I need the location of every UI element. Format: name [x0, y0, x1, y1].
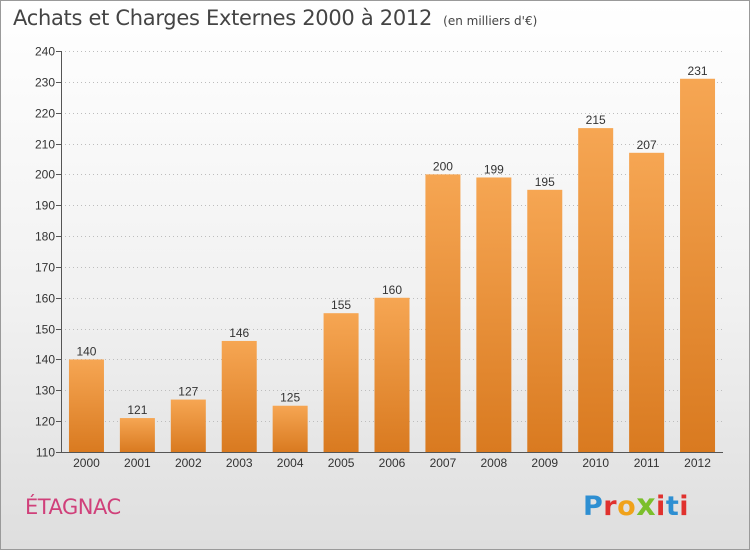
chart-unit: (en milliers d'€) [443, 14, 538, 28]
y-tick-label: 110 [36, 446, 55, 460]
logo-letter: o [617, 491, 637, 522]
data-label: 231 [688, 64, 708, 78]
data-label: 127 [178, 385, 198, 399]
bar-2001 [119, 418, 155, 452]
bar-2003 [221, 340, 257, 452]
commune-name: ÉTAGNAC [25, 495, 121, 519]
data-label: 160 [382, 283, 402, 297]
y-tick-label: 240 [35, 45, 55, 59]
chart-title: Achats et Charges Externes 2000 à 2012 [13, 6, 433, 30]
title-row: Achats et Charges Externes 2000 à 2012 (… [13, 6, 537, 30]
data-label: 195 [535, 175, 555, 189]
bar-2010 [578, 128, 614, 452]
x-tick-label: 2005 [328, 456, 355, 470]
x-tick-label: 2006 [379, 456, 406, 470]
y-tick-label: 130 [35, 384, 55, 398]
y-tick-label: 160 [35, 292, 55, 306]
x-tick-label: 2008 [480, 456, 507, 470]
x-tick-label: 2000 [73, 456, 100, 470]
bar-2011 [629, 152, 665, 453]
x-tick-label: 2001 [124, 456, 151, 470]
y-tick-label: 150 [35, 323, 55, 337]
data-label: 207 [637, 138, 657, 152]
y-tick-label: 180 [35, 230, 55, 244]
data-label: 215 [586, 113, 606, 127]
x-tick-label: 2012 [684, 456, 711, 470]
x-tick-label: 2009 [531, 456, 558, 470]
bar-2006 [374, 297, 410, 452]
y-tick-label: 200 [35, 168, 55, 182]
x-tick-label: 2004 [277, 456, 304, 470]
bar-2000 [68, 359, 104, 452]
logo-letter: i [656, 491, 666, 522]
y-tick-label: 170 [35, 261, 55, 275]
data-label: 140 [76, 344, 96, 358]
y-tick-label: 210 [35, 138, 55, 152]
bar-2009 [527, 189, 563, 453]
logo-letter: r [603, 491, 618, 522]
y-tick-label: 140 [35, 353, 55, 367]
logo-letter: t [665, 491, 680, 522]
x-tick-label: 2011 [634, 456, 660, 470]
data-label: 125 [280, 391, 300, 405]
bar-2007 [425, 174, 461, 452]
bar-2004 [272, 405, 308, 452]
x-tick-label: 2002 [175, 456, 202, 470]
bar-2002 [170, 399, 206, 452]
y-tick-label: 230 [35, 76, 55, 90]
bar-2012 [680, 78, 716, 452]
y-tick-label: 220 [35, 107, 55, 121]
proxiti-logo[interactable]: Proxiti [583, 488, 689, 523]
x-tick-label: 2010 [582, 456, 609, 470]
y-tick-label: 190 [35, 199, 55, 213]
data-label: 199 [484, 162, 504, 176]
data-label: 155 [331, 298, 351, 312]
bar-2008 [476, 177, 512, 452]
data-label: 146 [229, 326, 249, 340]
x-tick-label: 2007 [430, 456, 457, 470]
logo-letter: i [679, 491, 689, 522]
axes [56, 51, 723, 453]
data-label: 200 [433, 159, 453, 173]
data-label: 121 [127, 403, 147, 417]
bars [68, 78, 716, 453]
logo-letter: P [583, 491, 604, 522]
labels: 110 120 130 140 150 160 170 180 190 200 210 220 230 2… [35, 45, 711, 471]
bar-2005 [323, 313, 359, 452]
x-tick-label: 2003 [226, 456, 253, 470]
logo-letter: x [636, 488, 657, 523]
y-tick-label: 120 [35, 415, 55, 429]
